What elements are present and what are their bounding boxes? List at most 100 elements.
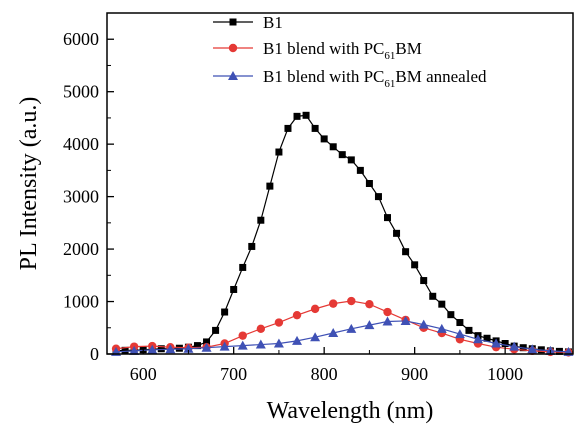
y-axis-title: PL Intensity (a.u.) (16, 97, 42, 271)
y-tick-label: 2000 (63, 239, 99, 259)
series-1-point (411, 261, 419, 269)
series-3-point (436, 323, 447, 333)
series-3-point (328, 328, 339, 338)
series-1-point (175, 344, 183, 352)
series-3-point (382, 316, 393, 326)
series-1-point (402, 248, 410, 256)
series-3-point (237, 340, 248, 350)
series-3-point (364, 320, 375, 330)
series-3-point (292, 335, 303, 345)
series-2-point (310, 304, 320, 314)
legend-label: B1 blend with PC61BM (263, 39, 422, 62)
x-axis-title: Wavelength (nm) (267, 398, 434, 424)
series-1-point (429, 292, 437, 300)
series-1-point (121, 346, 129, 354)
legend-item-2: B1 blend with PC61BM (213, 39, 422, 62)
x-tick-label: 600 (130, 364, 157, 384)
legend-label: B1 blend with PC61BM annealed (263, 67, 487, 90)
series-1-point (338, 151, 346, 159)
series-3-point (219, 341, 230, 351)
series-1-point (284, 124, 292, 132)
ticks-layer: 600 700 800 900 1000 0 1000 2000 3000 4000 5000 600… (63, 12, 551, 384)
series-1-line (116, 114, 569, 353)
series-1-point (356, 166, 364, 174)
legend: B1 B1 blend with PC61BM B1 blend with PC61… (213, 13, 487, 90)
y-tick-label: 3000 (63, 187, 99, 207)
plot-frame (106, 12, 574, 355)
series-3-point (509, 341, 520, 351)
series-1-point (293, 112, 301, 120)
series-3-point (491, 338, 502, 348)
series-2-point (365, 299, 374, 309)
series-1-point (447, 311, 455, 319)
series-3-point (400, 315, 411, 325)
y-tick-label: 4000 (63, 134, 99, 154)
series-2-point (329, 299, 338, 308)
x-tick-label: 700 (220, 364, 247, 384)
series-1-point (347, 156, 355, 164)
series-2-point (256, 324, 266, 334)
series-1-point (393, 229, 401, 237)
series-3-point (165, 344, 176, 354)
series-3-point (310, 332, 321, 342)
series-2-point (292, 310, 302, 320)
x-tick-label: 800 (311, 364, 338, 384)
series-1-point (365, 180, 373, 187)
series-3-point (147, 344, 158, 354)
legend-marker (228, 71, 238, 80)
series-2-point (383, 307, 392, 317)
y-tick-label: 0 (90, 344, 99, 364)
series-1-point (483, 334, 491, 342)
series-3-point (183, 343, 194, 353)
series-3-point (201, 342, 212, 352)
legend-label: B1 (263, 13, 283, 32)
series-1-point (212, 326, 220, 334)
series-2-point (238, 331, 247, 340)
series-2 (111, 296, 573, 357)
series-3-point (255, 339, 266, 349)
series-1-point (465, 326, 473, 334)
series-1-point (193, 342, 201, 350)
series-1-point (239, 263, 247, 271)
series-1-point (374, 193, 382, 201)
series-1-point (275, 148, 283, 156)
series-1-point (221, 308, 229, 316)
x-tick-label: 900 (401, 364, 428, 384)
y-tick-label: 1000 (63, 292, 99, 312)
series-3-point (273, 338, 284, 348)
series-1-point (257, 216, 265, 224)
series-3-line (116, 320, 569, 353)
series-1 (112, 111, 572, 356)
series-2-point (274, 318, 284, 327)
series-1-point (420, 277, 428, 285)
series-1-point (248, 242, 256, 250)
series-3-point (346, 323, 357, 333)
series-1-point (501, 340, 509, 348)
series-1-point (230, 285, 238, 293)
y-tick-label: 5000 (63, 82, 99, 102)
series-1-point (157, 345, 165, 353)
series-1-point (438, 300, 446, 308)
series-2-point (347, 296, 356, 306)
legend-marker (229, 18, 237, 26)
series-1-point (329, 143, 337, 151)
legend-marker (228, 43, 238, 53)
series-3-point (418, 319, 429, 329)
series-3-point (472, 334, 483, 344)
series-1-point (302, 111, 310, 119)
legend-item-1: B1 (213, 13, 283, 32)
series-3-point (527, 344, 538, 354)
series-1-point (456, 319, 464, 327)
series-1-point (311, 124, 319, 132)
x-tick-label: 1000 (487, 364, 523, 384)
series-1-point (266, 182, 274, 190)
legend-item-3: B1 blend with PC61BM annealed (213, 67, 487, 90)
series-3-point (454, 329, 465, 339)
series-3-point (129, 345, 140, 355)
series-1-point (320, 135, 328, 143)
series-layer (111, 111, 574, 357)
series-1-point (384, 214, 392, 222)
series-1-point (203, 338, 211, 346)
y-tick-label: 6000 (63, 29, 99, 49)
